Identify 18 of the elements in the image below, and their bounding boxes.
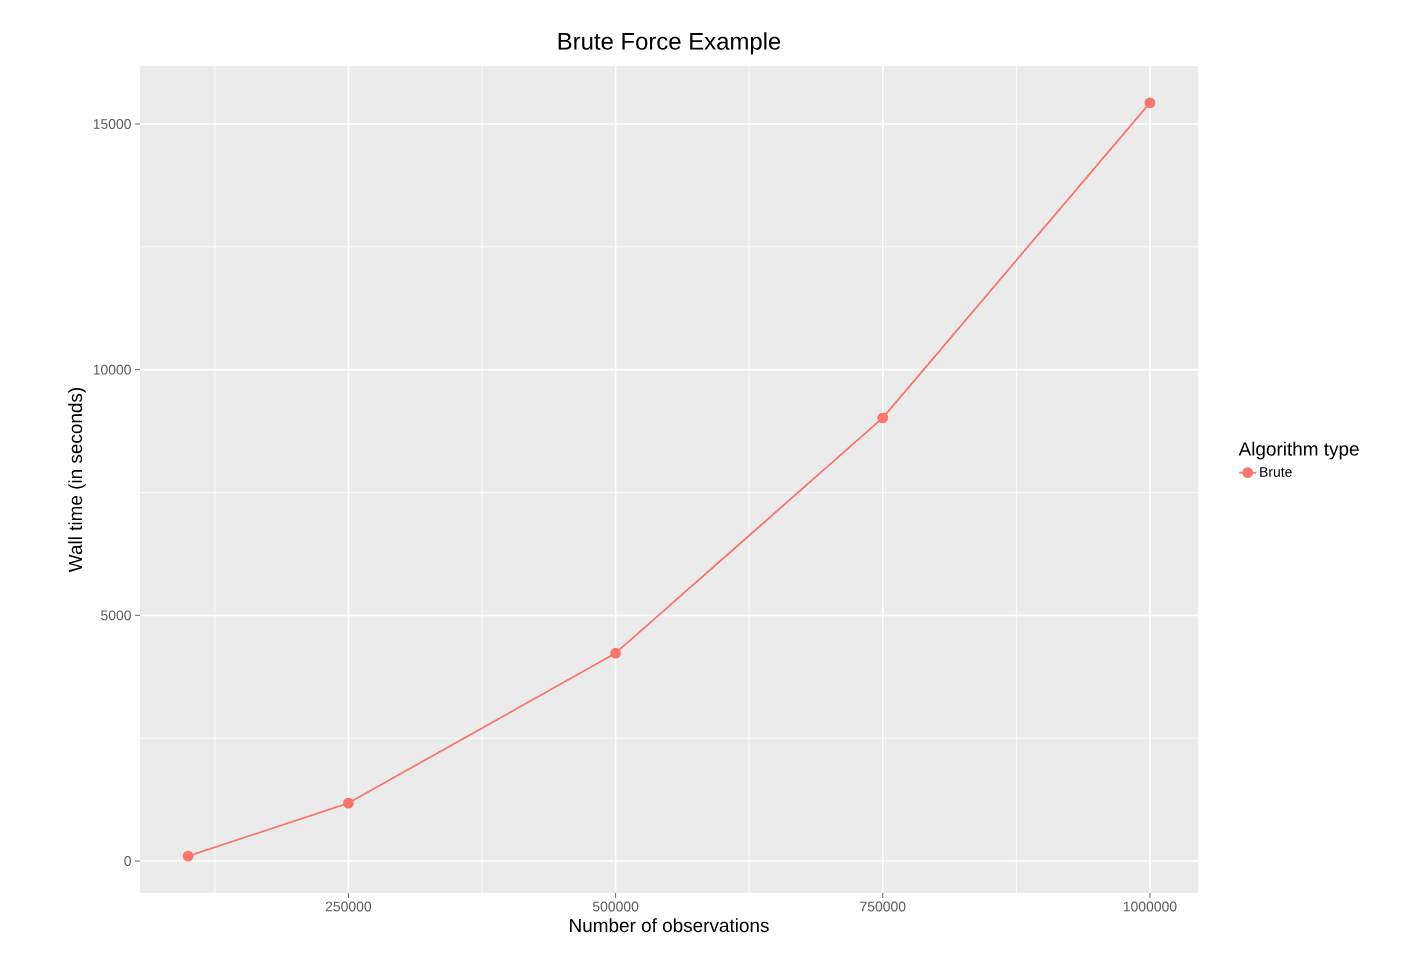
y-tick-label: 10000 [93, 364, 131, 375]
legend-label: Brute [1260, 467, 1292, 477]
y-tick-label: 0 [124, 856, 131, 866]
y-tick-label: 5000 [101, 610, 131, 621]
x-tick-label: 250000 [325, 901, 372, 912]
point [610, 647, 621, 659]
y-axis-title: Wall time (in seconds) [68, 387, 86, 573]
y-tick-label: 15000 [93, 119, 131, 129]
chart-title: Brute Force Example [558, 32, 781, 55]
x-tick-label: 1000000 [1123, 901, 1177, 912]
x-axis-title: Number of observations [570, 918, 769, 933]
legend-title: Algorithm type [1238, 441, 1359, 460]
x-tick-label: 750000 [860, 901, 906, 912]
point [877, 412, 889, 424]
x-tick-label: 500000 [592, 901, 639, 912]
point [1144, 97, 1156, 109]
point [343, 797, 354, 809]
point [182, 850, 194, 862]
